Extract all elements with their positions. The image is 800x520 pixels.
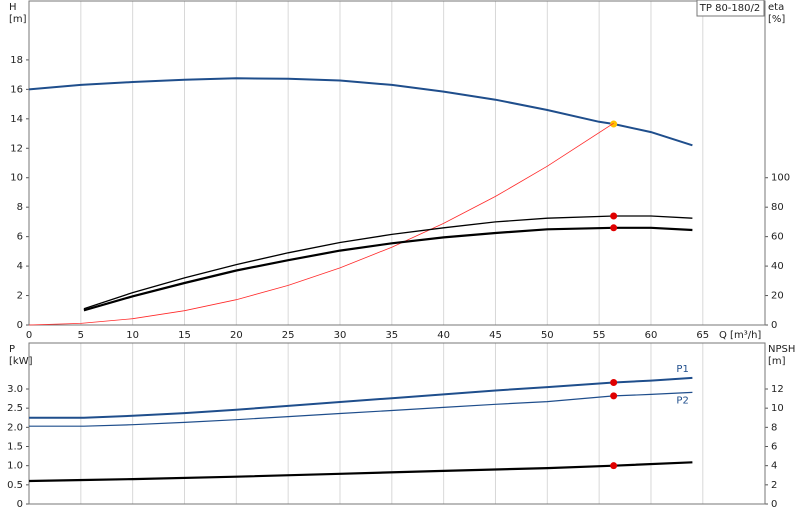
x-tick-label: 25 <box>282 330 295 341</box>
x-tick-label: 60 <box>645 330 658 341</box>
y-tick-label: 14 <box>10 114 23 125</box>
duty-point <box>610 392 618 400</box>
y-tick-label: 2.5 <box>7 403 23 414</box>
x-tick-label: 65 <box>696 330 709 341</box>
duty-point <box>610 462 618 470</box>
curve-label: P1 <box>676 364 688 375</box>
plot-frame <box>28 342 766 505</box>
y-axis-unit: [kW] <box>9 356 33 367</box>
x-tick-label: 40 <box>437 330 450 341</box>
y2-tick-label: 60 <box>771 232 784 243</box>
y-tick-label: 2 <box>17 291 23 302</box>
y-tick-label: 2.0 <box>7 422 23 433</box>
duty-point <box>610 212 618 220</box>
x-tick-label: 20 <box>230 330 243 341</box>
duty-point <box>610 224 618 232</box>
y2-tick-label: 4 <box>771 461 777 472</box>
duty-point <box>610 378 618 386</box>
curve <box>28 77 693 147</box>
y-tick-label: 8 <box>17 202 23 213</box>
y2-tick-label: 2 <box>771 480 777 491</box>
x-tick-label: 50 <box>541 330 554 341</box>
curve <box>29 391 693 427</box>
curve <box>83 226 693 312</box>
y-tick-label: 0 <box>17 320 23 331</box>
x-tick-label: 45 <box>489 330 502 341</box>
x-tick-label: 15 <box>178 330 191 341</box>
y2-tick-label: 40 <box>771 261 784 272</box>
y2-axis-unit: [m] <box>768 356 786 367</box>
y-tick-label: 16 <box>10 84 23 95</box>
y2-tick-label: 20 <box>771 291 784 302</box>
x-tick-label: 10 <box>126 330 139 341</box>
y-tick-label: 1.0 <box>7 461 23 472</box>
x-tick-label: 30 <box>334 330 347 341</box>
curve <box>28 461 693 483</box>
y-tick-label: 1.5 <box>7 442 23 453</box>
y2-tick-label: 0 <box>771 499 777 510</box>
curve <box>28 122 614 326</box>
y-tick-label: 18 <box>10 55 23 66</box>
y-tick-label: 12 <box>10 143 23 154</box>
x-tick-label: 55 <box>593 330 606 341</box>
x-tick-label: 5 <box>78 330 84 341</box>
y2-axis-unit: [%] <box>768 14 785 25</box>
y-axis-unit: [m] <box>9 14 27 25</box>
y2-axis-label: eta <box>768 2 784 13</box>
y2-tick-label: 8 <box>771 422 777 433</box>
duty-point <box>610 120 618 128</box>
x-tick-label: 35 <box>385 330 398 341</box>
y-axis-label: H <box>9 2 17 13</box>
y2-tick-label: 100 <box>771 173 790 184</box>
model-box <box>696 0 765 17</box>
y2-tick-label: 10 <box>771 403 784 414</box>
y2-tick-label: 80 <box>771 202 784 213</box>
x-tick-label: 0 <box>26 330 32 341</box>
x-axis-label: Q [m³/h] <box>719 330 761 341</box>
y-tick-label: 4 <box>17 261 23 272</box>
y-axis-label: P <box>9 344 15 355</box>
y2-tick-label: 0 <box>771 320 777 331</box>
y2-tick-label: 12 <box>771 384 784 395</box>
curve-label: P2 <box>676 395 688 406</box>
y-tick-label: 0.5 <box>7 480 23 491</box>
y2-axis-label: NPSH <box>768 344 795 355</box>
y-tick-label: 10 <box>10 173 23 184</box>
y2-tick-label: 6 <box>771 442 777 453</box>
y-tick-label: 3.0 <box>7 384 23 395</box>
plot-frame <box>28 0 766 326</box>
model-label: TP 80-180/2 <box>699 3 760 14</box>
y-tick-label: 0 <box>17 499 23 510</box>
y-tick-label: 6 <box>17 232 23 243</box>
curve <box>83 215 693 310</box>
curve <box>29 376 693 419</box>
